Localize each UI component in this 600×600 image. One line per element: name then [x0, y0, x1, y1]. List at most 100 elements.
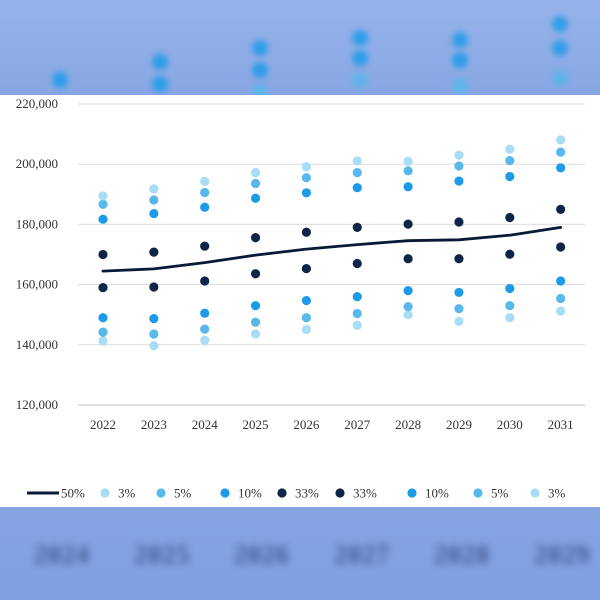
percentile-dot [403, 182, 413, 192]
percentile-dot [352, 320, 362, 330]
percentile-dot [250, 301, 261, 311]
legend-dot-swatch [335, 488, 345, 498]
percentile-dot [454, 287, 464, 298]
percentile-dot [200, 176, 210, 186]
percentile-dot [250, 269, 261, 279]
legend-label: 3% [548, 486, 566, 501]
percentile-dot [301, 188, 311, 198]
percentile-dot [403, 254, 413, 264]
x-tick-label: 2028 [395, 417, 421, 432]
percentile-dot [505, 283, 515, 294]
blurred-year-label: 2025 [134, 540, 190, 569]
legend-label: 5% [174, 486, 192, 501]
legend-dot-swatch [220, 488, 230, 498]
percentile-dot [200, 202, 210, 212]
percentile-dot [454, 150, 464, 160]
percentile-dot [352, 308, 362, 319]
percentile-dot [98, 327, 108, 337]
percentile-dot [149, 314, 159, 324]
blurred-backdrop-top [0, 0, 600, 95]
percentile-dot [352, 292, 362, 302]
percentile-dot [505, 249, 515, 259]
median-line-group [101, 225, 563, 273]
percentile-dot [505, 155, 515, 166]
percentile-dot [403, 286, 413, 296]
percentile-dot [200, 335, 210, 345]
legend-label: 10% [238, 486, 262, 501]
percentile-dot [250, 329, 261, 339]
legend-label: 3% [118, 486, 136, 501]
percentile-dot [505, 301, 515, 311]
legend-label: 10% [425, 486, 449, 501]
percentile-dot [352, 258, 362, 269]
x-axis-ticks: 2022 2023 2024 2025 2026 2027 2028 2029 2030 2031 [90, 417, 574, 432]
legend-dot-swatch [473, 488, 483, 498]
blurred-dot [352, 72, 368, 88]
x-tick-label: 2025 [243, 417, 269, 432]
percentile-dot [149, 247, 159, 257]
blurred-dot [152, 54, 168, 70]
percentile-dot [301, 173, 311, 183]
legend-dot-swatch [407, 488, 417, 498]
percentile-chart: 120,000 140,000 160,000 180,000 200,000 220,0… [16, 96, 585, 501]
percentile-dot [301, 162, 311, 172]
blurred-dot [552, 70, 568, 86]
percentile-dot [556, 147, 566, 157]
percentile-dot [149, 195, 159, 205]
percentile-dot [98, 313, 108, 323]
x-tick-label: 2026 [293, 417, 320, 432]
median-line [101, 225, 563, 273]
percentile-dot [454, 304, 464, 314]
blurred-dot [552, 16, 568, 32]
percentile-dot [250, 317, 261, 327]
percentile-dot [403, 219, 413, 229]
percentile-dot [250, 168, 261, 178]
percentile-dots [98, 135, 566, 351]
x-tick-label: 2023 [141, 417, 167, 432]
percentile-dot [301, 313, 311, 323]
percentile-dot [149, 282, 159, 292]
blurred-year-label: 2026 [234, 540, 290, 569]
percentile-dot [454, 316, 464, 326]
percentile-dot [505, 171, 515, 182]
percentile-dot [301, 227, 311, 237]
y-tick-label: 180,000 [16, 216, 58, 231]
chart-card: 120,000 140,000 160,000 180,000 200,000 220,0… [0, 95, 600, 507]
percentile-dot [505, 212, 515, 223]
percentile-dot [403, 301, 413, 312]
percentile-dot [352, 183, 362, 193]
legend-dot-swatch [156, 488, 166, 498]
blurred-dot [452, 52, 468, 68]
percentile-dot [250, 178, 261, 189]
blurred-year-label: 2024 [34, 540, 90, 569]
percentile-dot [301, 324, 311, 335]
legend-label: 33% [295, 486, 319, 501]
percentile-dot [352, 168, 362, 178]
percentile-dot [200, 324, 210, 334]
percentile-dot [200, 276, 210, 286]
percentile-dot [149, 208, 159, 219]
percentile-dot [505, 313, 515, 323]
y-tick-label: 220,000 [16, 96, 58, 111]
x-tick-label: 2029 [446, 417, 472, 432]
blurred-year-label: 2029 [534, 540, 590, 569]
percentile-dot [98, 336, 108, 346]
y-tick-label: 120,000 [16, 397, 58, 412]
percentile-dot [403, 166, 413, 176]
x-tick-label: 2030 [497, 417, 523, 432]
percentile-dot [505, 144, 515, 154]
blurred-dot [552, 40, 568, 56]
blurred-year-label: 2028 [434, 540, 490, 569]
legend-label: 50% [61, 486, 85, 501]
percentile-dot [403, 310, 413, 320]
percentile-dot [98, 214, 108, 224]
percentile-dot [556, 293, 566, 304]
percentile-dot [98, 249, 108, 260]
blurred-dot [452, 32, 468, 48]
percentile-dot [149, 329, 159, 339]
percentile-dot [200, 187, 210, 198]
blurred-dot [252, 40, 268, 56]
percentile-dot [556, 276, 566, 286]
x-tick-label: 2027 [344, 417, 371, 432]
